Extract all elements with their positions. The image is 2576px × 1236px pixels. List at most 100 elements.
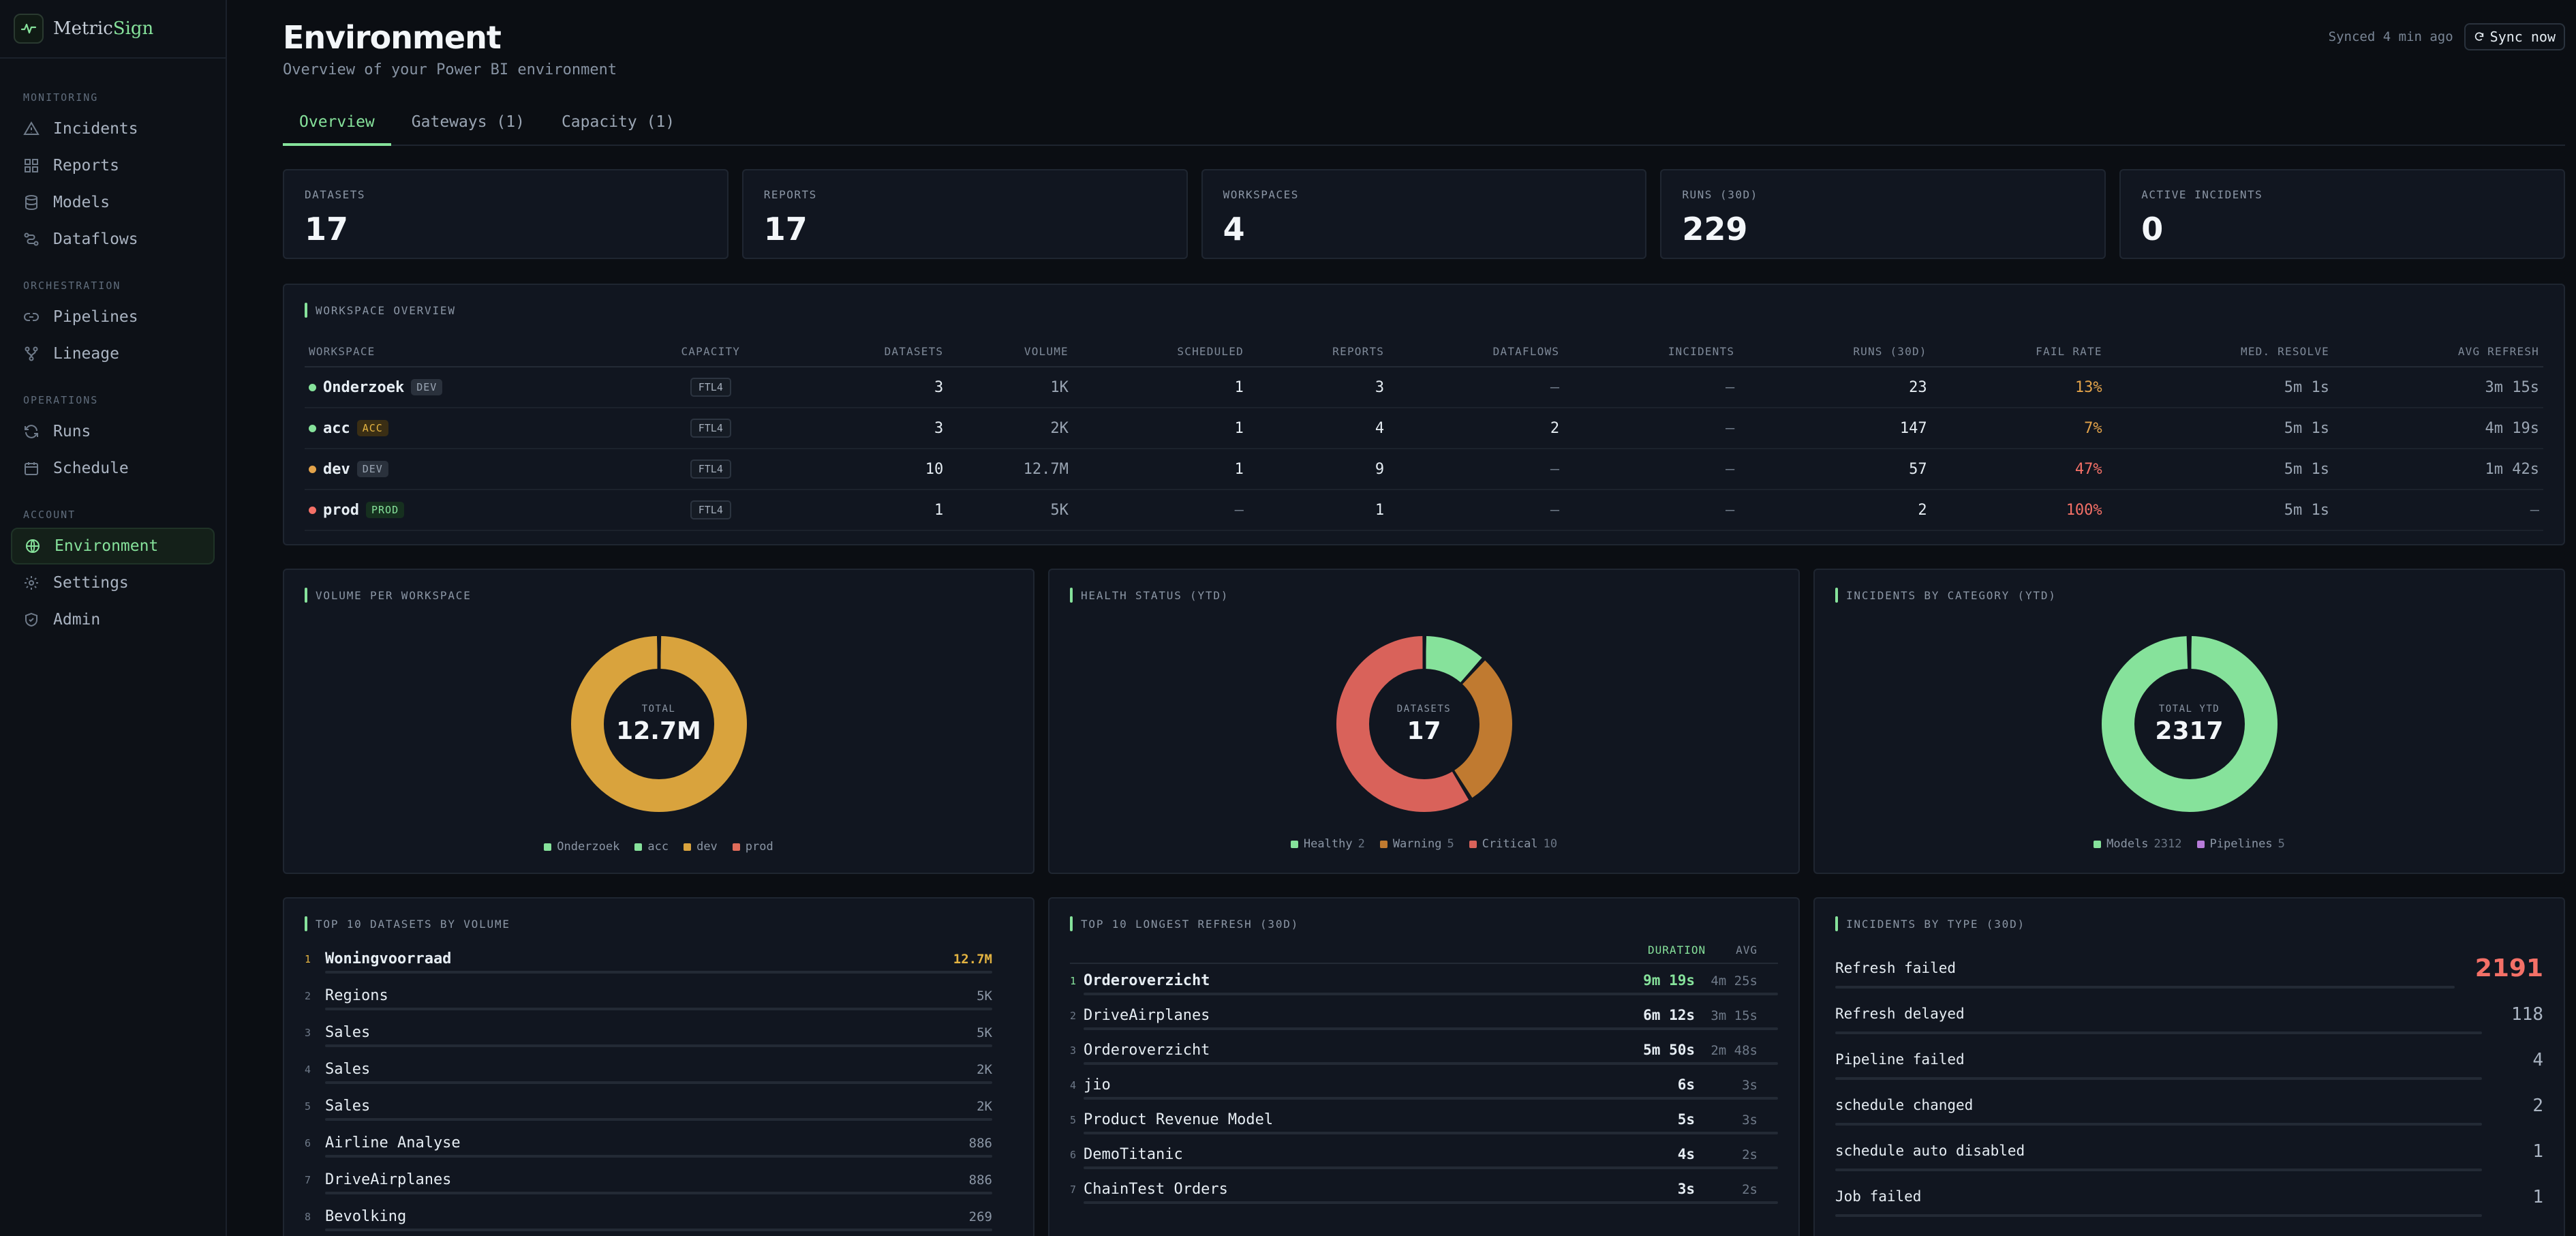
legend-item[interactable]: Onderzoek <box>544 840 619 854</box>
list-item[interactable]: schedule auto disabled 1 <box>1835 1132 2543 1177</box>
legend-item[interactable]: Healthy 2 <box>1290 837 1365 851</box>
cell-fail-rate: 13% <box>1931 367 2106 408</box>
sync-now-button[interactable]: Sync now <box>2464 23 2565 50</box>
legend-item[interactable]: Pipelines 5 <box>2196 837 2285 851</box>
sidebar-item-reports[interactable]: Reports <box>11 147 215 184</box>
cell-reports: 9 <box>1247 449 1389 490</box>
list-item[interactable]: Pipeline failed 4 <box>1835 1040 2543 1086</box>
list-item[interactable]: 5 Sales 2K <box>305 1089 1013 1126</box>
tab-capacity[interactable]: Capacity (1) <box>561 113 675 131</box>
donut-slice-models[interactable] <box>2101 636 2278 812</box>
column-header[interactable]: DATAFLOWS <box>1388 337 1564 367</box>
duration-bar <box>1084 1062 1778 1065</box>
legend-item[interactable]: Models 2312 <box>2094 837 2182 851</box>
list-item[interactable]: 7 DriveAirplanes 886 <box>305 1163 1013 1200</box>
donut-center-label: DATASETS <box>1396 703 1452 714</box>
list-item[interactable]: Refresh delayed 118 <box>1835 995 2543 1040</box>
cell-scheduled: 1 <box>1072 408 1248 449</box>
legend-item[interactable]: acc <box>634 840 669 854</box>
column-header[interactable]: DATASETS <box>789 337 948 367</box>
volume-bar <box>325 1008 992 1010</box>
sidebar-item-models[interactable]: Models <box>11 184 215 221</box>
table-row[interactable]: dev DEV FTL4 10 12.7M 1 9 — — 57 47% 5m 1… <box>305 449 2543 490</box>
list-item[interactable]: Job failed 1 <box>1835 1177 2543 1223</box>
legend-item[interactable]: prod <box>732 840 773 854</box>
list-item[interactable]: 3 Sales 5K <box>305 1016 1013 1053</box>
donut-chart: DATASETS 17 <box>1336 635 1513 813</box>
column-header[interactable]: SCHEDULED <box>1072 337 1248 367</box>
cell-avg-refresh: 3m 15s <box>2333 367 2543 408</box>
table-row[interactable]: prod PROD FTL4 1 5K — 1 — — 2 100% 5m 1s … <box>305 489 2543 531</box>
donut-slice-critical[interactable] <box>1336 636 1512 812</box>
legend-item[interactable]: dev <box>684 840 718 854</box>
tab-gateways[interactable]: Gateways (1) <box>411 113 525 131</box>
sidebar-item-schedule[interactable]: Schedule <box>11 450 215 487</box>
donut-center: DATASETS 17 <box>1336 635 1513 813</box>
list-item[interactable]: 3 Orderoverzicht 5m 50s 2m 48s <box>1070 1034 1778 1068</box>
table-row[interactable]: Onderzoek DEV FTL4 3 1K 1 3 — — 23 13% 5m… <box>305 367 2543 408</box>
list-item[interactable]: 2 DriveAirplanes 6m 12s 3m 15s <box>1070 999 1778 1034</box>
cell-datasets: 3 <box>789 408 948 449</box>
list-item[interactable]: 4 jio 6s 3s <box>1070 1068 1778 1103</box>
sidebar-item-dataflows[interactable]: Dataflows <box>11 221 215 258</box>
column-header[interactable]: REPORTS <box>1247 337 1389 367</box>
column-header-duration[interactable]: DURATION <box>1648 943 1706 956</box>
sidebar-item-runs[interactable]: Runs <box>11 413 215 450</box>
list-item[interactable]: 7 ChainTest Orders 3s 2s <box>1070 1173 1778 1207</box>
cell-dataflows: — <box>1388 367 1564 408</box>
count-bar <box>1835 1123 2482 1126</box>
donut-slice-dev[interactable] <box>570 636 747 812</box>
chart-card-incidents-category: INCIDENTS BY CATEGORY (YTD) TOTAL YTD 23… <box>1813 569 2565 874</box>
count-bar <box>1835 1169 2482 1171</box>
sidebar-item-settings[interactable]: Settings <box>11 564 215 601</box>
list-item[interactable]: 5 Product Revenue Model 5s 3s <box>1070 1103 1778 1138</box>
chart-legend: Models 2312 Pipelines 5 <box>1815 837 2564 851</box>
calendar-icon <box>25 462 38 475</box>
list-item[interactable]: schedule changed 2 <box>1835 1086 2543 1132</box>
cell-reports: 1 <box>1247 489 1389 531</box>
cell-incidents: — <box>1563 489 1739 531</box>
column-header[interactable]: AVG REFRESH <box>2333 337 2543 367</box>
donut-slice-warning[interactable] <box>1336 636 1512 812</box>
list-item[interactable]: Refresh failed 2191 <box>1835 949 2543 995</box>
sidebar-item-environment[interactable]: Environment <box>11 528 215 564</box>
sidebar-item-pipelines[interactable]: Pipelines <box>11 299 215 335</box>
list-item[interactable]: 2 Regions 5K <box>305 979 1013 1016</box>
column-header[interactable]: RUNS (30D) <box>1738 337 1931 367</box>
legend-item[interactable]: Warning 5 <box>1379 837 1454 851</box>
column-header[interactable]: CAPACITY <box>632 337 790 367</box>
section-title: WORKSPACE OVERVIEW <box>305 303 2543 318</box>
sidebar-item-lineage[interactable]: Lineage <box>11 335 215 372</box>
column-header[interactable]: VOLUME <box>947 337 1073 367</box>
capacity-badge: FTL4 <box>690 459 731 479</box>
list-item[interactable]: 8 Bevolking 269 <box>305 1200 1013 1236</box>
section-title: TOP 10 DATASETS BY VOLUME <box>305 916 1013 931</box>
sync-status: Synced 4 min ago <box>2328 29 2453 44</box>
brand[interactable]: MetricSign <box>0 0 226 59</box>
section-title: TOP 10 LONGEST REFRESH (30D) <box>1070 916 1778 931</box>
tab-overview[interactable]: Overview <box>283 113 391 146</box>
sidebar-item-admin[interactable]: Admin <box>11 601 215 638</box>
volume-bar <box>325 1118 992 1121</box>
sync-now-label: Sync now <box>2489 29 2556 45</box>
donut-center-value: 2317 <box>2155 717 2224 745</box>
list-item[interactable]: 4 Sales 2K <box>305 1053 1013 1089</box>
list-item[interactable]: 1 Woningvoorraad 12.7M <box>305 942 1013 979</box>
list-item[interactable]: 6 Airline Analyse 886 <box>305 1126 1013 1163</box>
sidebar-item-incidents[interactable]: Incidents <box>11 110 215 147</box>
column-header[interactable]: INCIDENTS <box>1563 337 1739 367</box>
column-header[interactable]: WORKSPACE <box>305 337 632 367</box>
legend-item[interactable]: Critical 10 <box>1469 837 1557 851</box>
cell-datasets: 1 <box>789 489 948 531</box>
cell-fail-rate: 100% <box>1931 489 2106 531</box>
incidents-donut-svg <box>2101 635 2278 812</box>
column-header[interactable]: FAIL RATE <box>1931 337 2106 367</box>
column-header[interactable]: MED. RESOLVE <box>2106 337 2333 367</box>
section-title: INCIDENTS BY TYPE (30D) <box>1835 916 2543 931</box>
list-item[interactable]: 6 DemoTitanic 4s 2s <box>1070 1138 1778 1173</box>
list-item[interactable]: 1 Orderoverzicht 9m 19s 4m 25s <box>1070 964 1778 999</box>
volume-bar <box>325 1229 992 1231</box>
sidebar: MetricSign MONITORING Incidents Reports … <box>0 0 227 1236</box>
table-row[interactable]: acc ACC FTL4 3 2K 1 4 2 — 147 7% 5m 1s 4m… <box>305 408 2543 449</box>
column-header-avg[interactable]: AVG <box>1736 943 1758 956</box>
